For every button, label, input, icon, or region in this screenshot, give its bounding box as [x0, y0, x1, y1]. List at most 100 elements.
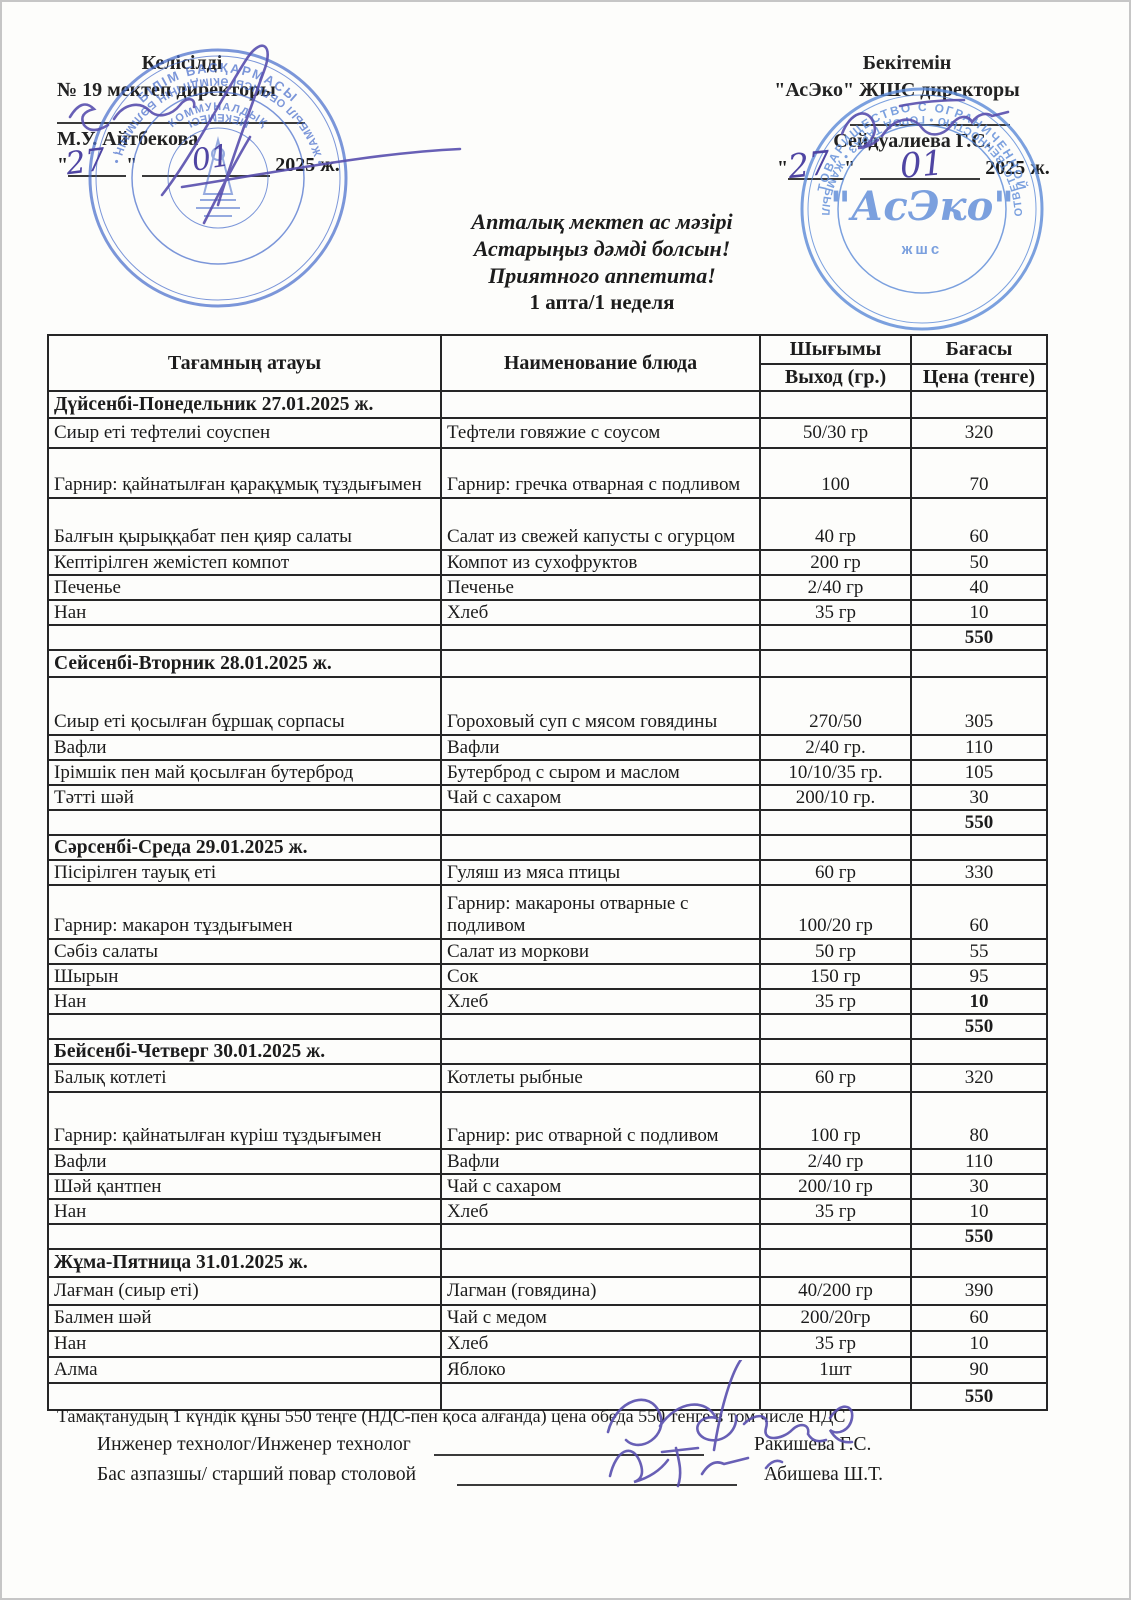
price-cell: 10 — [910, 1330, 1048, 1358]
day-name-cell: Дүйсенбі-Понедельник 27.01.2025 ж. — [47, 390, 442, 419]
menu-row: Пісірілген тауық еті Гуляш из мяса птицы 6… — [47, 859, 1048, 886]
empty-cell — [440, 1223, 761, 1250]
menu-row: Гарнир: макарон тұздығымен Гарнир: макаро… — [47, 884, 1048, 940]
stamp-sub-text: жшс — [901, 241, 942, 258]
dish-kk-cell: Гарнир: макарон тұздығымен — [47, 884, 442, 940]
approval-right-title: Бекітемін — [862, 52, 952, 74]
dish-ru-cell: Хлеб — [440, 1330, 761, 1358]
empty-cell — [440, 1013, 761, 1040]
portion-cell: 40/200 гр — [759, 1276, 912, 1306]
day-header-row: Сейсенбі-Вторник 28.01.2025 ж. — [47, 649, 1048, 678]
dish-kk-cell: Печенье — [47, 574, 442, 601]
portion-cell: 60 гр — [759, 859, 912, 886]
chef-signature-line — [457, 1464, 737, 1486]
quote-mark: " — [844, 157, 856, 179]
dish-kk-cell: Балғын қырыққабат пен қияр салаты — [47, 497, 442, 551]
portion-cell: 200/10 гр. — [759, 784, 912, 811]
portion-cell: 35 гр — [759, 988, 912, 1015]
menu-row: Балмен шәй Чай с медом 200/20гр 60 — [47, 1304, 1048, 1332]
dish-kk-cell: Пісірілген тауық еті — [47, 859, 442, 886]
menu-row: Нан Хлеб 35 гр 10 — [47, 1330, 1048, 1358]
menu-subtitle-kk: Астарыңыз дәмді болсын! — [473, 236, 731, 261]
daily-cost-note: Тамақтанудың 1 күндік құны 550 теңге (НД… — [57, 1406, 846, 1426]
handwritten-month-left: 01 — [189, 138, 233, 179]
portion-cell: 50 гр — [759, 938, 912, 965]
empty-cell — [440, 649, 761, 678]
signature-director-left — [68, 44, 462, 225]
dish-ru-cell: Чай с медом — [440, 1304, 761, 1332]
dish-ru-cell: Печенье — [440, 574, 761, 601]
day-total-cell: 550 — [910, 1013, 1048, 1040]
dish-ru-cell: Яблоко — [440, 1356, 761, 1384]
day-total-cell: 550 — [910, 1382, 1048, 1411]
dish-kk-cell: Нан — [47, 1330, 442, 1358]
dish-ru-cell: Сок — [440, 963, 761, 990]
dish-ru-cell: Чай с сахаром — [440, 784, 761, 811]
portion-cell: 10/10/35 гр. — [759, 759, 912, 786]
empty-cell — [759, 1248, 912, 1278]
dish-ru-cell: Салат из моркови — [440, 938, 761, 965]
quote-mark: " — [57, 154, 69, 176]
approval-left-date: " " 2025 ж. — [57, 154, 340, 177]
empty-cell — [910, 834, 1048, 861]
dish-kk-cell: Кептірілген жемістеп компот — [47, 549, 442, 576]
dish-ru-cell: Хлеб — [440, 988, 761, 1015]
day-total-row: 550 — [47, 1223, 1048, 1250]
menu-row: Вафли Вафли 2/40 гр. 110 — [47, 734, 1048, 761]
portion-cell: 100/20 гр — [759, 884, 912, 940]
empty-cell — [910, 649, 1048, 678]
menu-row: Лағман (сиыр еті) Лагман (говядина) 40/200… — [47, 1276, 1048, 1306]
col-header-output-kk: Шығымы — [759, 334, 912, 365]
empty-cell — [910, 1038, 1048, 1065]
day-total-cell: 550 — [910, 809, 1048, 836]
col-header-output-ru: Выход (гр.) — [759, 363, 912, 392]
day-header-row: Дүйсенбі-Понедельник 27.01.2025 ж. — [47, 390, 1048, 419]
portion-cell: 40 гр — [759, 497, 912, 551]
chef-label: Бас азпазшы/ старший повар столовой — [97, 1464, 417, 1485]
dish-ru-cell: Хлеб — [440, 1198, 761, 1225]
day-header-row: Бейсенбі-Четверг 30.01.2025 ж. — [47, 1038, 1048, 1065]
portion-cell: 2/40 гр — [759, 1148, 912, 1175]
day-header-row: Сәрсенбі-Среда 29.01.2025 ж. — [47, 834, 1048, 861]
price-cell: 50 — [910, 549, 1048, 576]
menu-row: Сәбіз салаты Салат из моркови 50 гр 55 — [47, 938, 1048, 965]
price-cell: 330 — [910, 859, 1048, 886]
empty-cell — [47, 624, 442, 651]
price-cell: 320 — [910, 417, 1048, 449]
price-cell: 10 — [910, 1198, 1048, 1225]
stamp-center-text: "АсЭко" — [830, 183, 1014, 230]
dish-ru-cell: Гуляш из мяса птицы — [440, 859, 761, 886]
portion-cell: 100 — [759, 447, 912, 499]
price-cell: 390 — [910, 1276, 1048, 1306]
price-cell: 60 — [910, 1304, 1048, 1332]
stamp-arc-text: МЕКЕМЕСІ — [185, 111, 250, 130]
dish-ru-cell: Компот из сухофруктов — [440, 549, 761, 576]
day-total-row: 550 — [47, 809, 1048, 836]
menu-row: Балғын қырыққабат пен қияр салаты Салат и… — [47, 497, 1048, 551]
price-cell: 30 — [910, 1173, 1048, 1200]
day-name-cell: Сәрсенбі-Среда 29.01.2025 ж. — [47, 834, 442, 861]
col-header-dish-kk: Тағамның атауы — [47, 334, 442, 392]
menu-row: Шырын Сок 150 гр 95 — [47, 963, 1048, 990]
quote-mark: " — [126, 154, 138, 176]
menu-row: Кептірілген жемістеп компот Компот из сух… — [47, 549, 1048, 576]
portion-cell: 35 гр — [759, 1198, 912, 1225]
empty-cell — [440, 624, 761, 651]
empty-cell — [47, 1013, 442, 1040]
day-total-row: 550 — [47, 1013, 1048, 1040]
handwritten-day-right: 27 — [786, 142, 832, 187]
price-cell: 70 — [910, 447, 1048, 499]
portion-cell: 200/10 гр — [759, 1173, 912, 1200]
day-total-row: 550 — [47, 624, 1048, 651]
dish-kk-cell: Балық котлеті — [47, 1063, 442, 1093]
portion-cell: 270/50 — [759, 676, 912, 736]
portion-cell: 35 гр — [759, 599, 912, 626]
portion-cell: 2/40 гр. — [759, 734, 912, 761]
dish-ru-cell: Хлеб — [440, 599, 761, 626]
signature-chef — [608, 1446, 784, 1488]
dish-kk-cell: Гарнир: қайнатылған қарақұмық тұздығымен — [47, 447, 442, 499]
price-cell: 95 — [910, 963, 1048, 990]
empty-cell — [759, 834, 912, 861]
menu-subtitle-ru: Приятного аппетита! — [488, 263, 716, 288]
dish-ru-cell: Вафли — [440, 1148, 761, 1175]
